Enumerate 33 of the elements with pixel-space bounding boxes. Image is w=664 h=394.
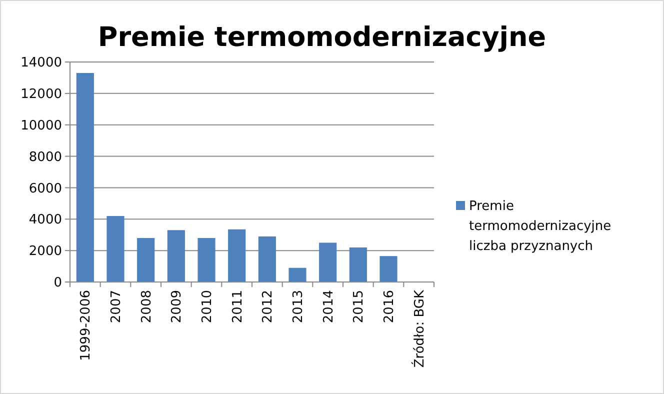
x-tick-label: 2016 — [382, 290, 398, 324]
x-tick-label: 2013 — [291, 290, 306, 324]
bar — [228, 229, 246, 282]
y-tick-label: 14000 — [20, 56, 62, 71]
bar — [380, 256, 398, 282]
bar — [106, 216, 124, 282]
bar — [319, 242, 337, 282]
y-tick-label: 12000 — [20, 86, 62, 102]
bar — [76, 73, 94, 282]
legend-label: Premie termomodernizacyjne liczba przyznanych — [469, 199, 612, 254]
y-tick-label: 4000 — [28, 212, 62, 228]
x-tick-label: 2010 — [200, 290, 216, 324]
bar — [349, 247, 367, 282]
chart-title: Premie termomodernizacyjne — [98, 22, 546, 53]
bar — [198, 238, 216, 282]
x-tick-label: 2009 — [170, 290, 185, 324]
x-tick-label: 2008 — [139, 290, 154, 324]
y-tick-label: 6000 — [28, 181, 62, 196]
bar — [137, 238, 155, 282]
y-tick-label: 10000 — [20, 118, 62, 134]
x-tick-label: 1999-2006 — [78, 290, 94, 361]
x-tick-label: 2012 — [260, 290, 276, 324]
bar — [288, 268, 306, 282]
x-tick-label: 2014 — [321, 290, 336, 324]
x-tick-label: 2015 — [352, 290, 367, 324]
y-tick-label: 0 — [54, 276, 62, 291]
bar — [258, 236, 276, 282]
x-tick-label: 2011 — [230, 290, 246, 324]
bar — [167, 230, 185, 282]
y-tick-label: 8000 — [28, 150, 62, 165]
y-tick-label: 2000 — [28, 244, 62, 260]
x-tick-label: Źródło: BGK — [410, 290, 428, 368]
x-tick-label: 2007 — [109, 290, 124, 324]
